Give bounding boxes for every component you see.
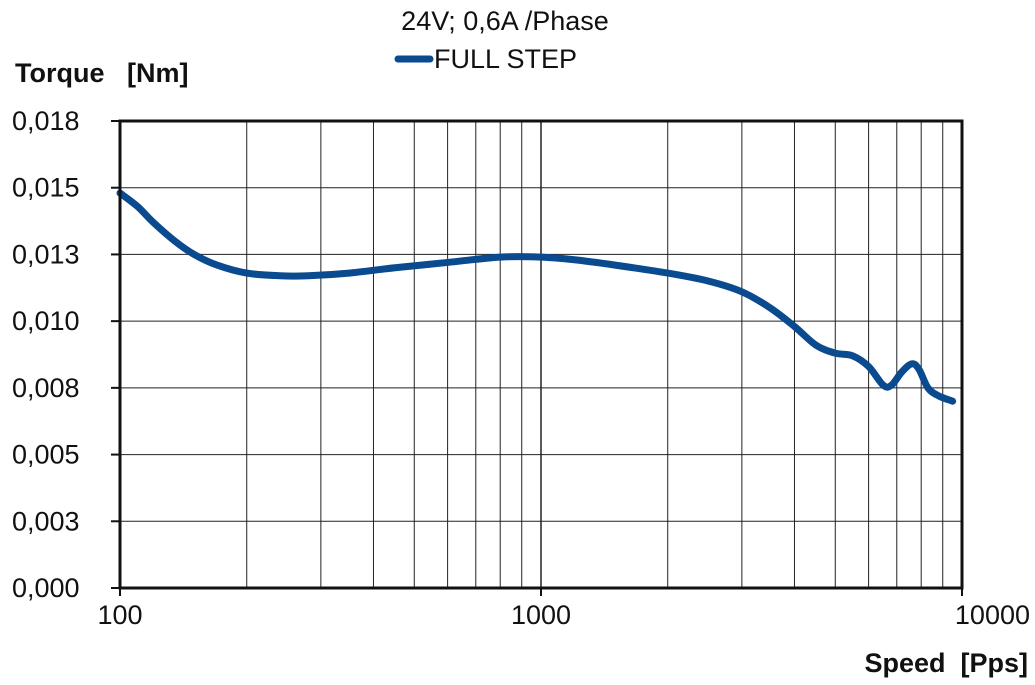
y-axis-label: Torque [Nm] bbox=[15, 58, 188, 88]
x-tick-label: 100 bbox=[97, 600, 142, 630]
chart-title: 24V; 0,6A /Phase bbox=[401, 6, 609, 36]
legend-label-full-step: FULL STEP bbox=[434, 44, 577, 74]
x-axis-label: Speed [Pps] bbox=[864, 648, 1028, 678]
x-tick-label: 1000 bbox=[511, 600, 571, 630]
plot-frame bbox=[118, 119, 964, 590]
y-tick-label: 0,003 bbox=[12, 506, 80, 536]
legend: FULL STEP bbox=[394, 44, 577, 74]
y-tick-label: 0,013 bbox=[12, 239, 80, 269]
y-tick-label: 0,010 bbox=[12, 306, 80, 336]
y-tick-label: 0,015 bbox=[12, 173, 80, 203]
series-line-full-step bbox=[116, 189, 957, 405]
series-layer bbox=[116, 189, 957, 405]
y-tick-label: 0,005 bbox=[12, 440, 80, 470]
y-tick-label: 0,000 bbox=[12, 573, 80, 603]
tick-labels: 0,000 0,003 0,005 0,008 0,010 0,013 0,015 0,018… bbox=[12, 106, 1030, 630]
y-tick-label: 0,008 bbox=[12, 373, 80, 403]
x-tick-label: 10000 bbox=[955, 600, 1030, 630]
y-tick-label: 0,018 bbox=[12, 106, 80, 136]
